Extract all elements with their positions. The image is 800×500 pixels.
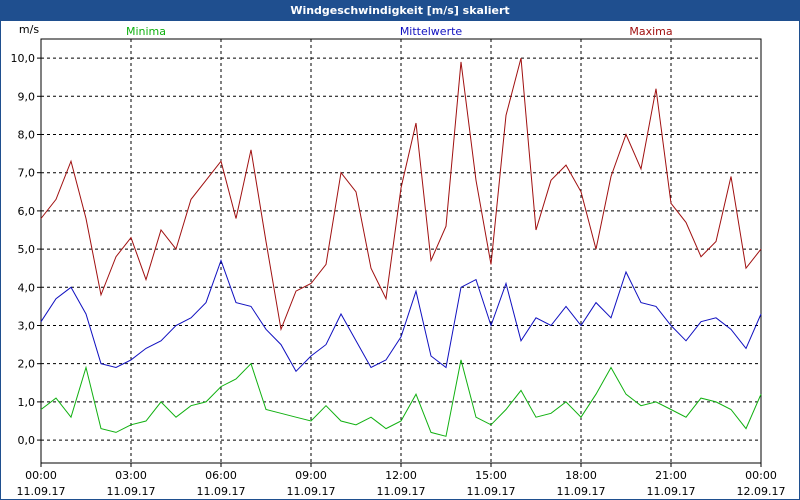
y-tick-label: 7,0: [18, 167, 36, 180]
window-title: Windgeschwindigkeit [m/s] skaliert: [1, 1, 799, 21]
series-line-minima: [40, 359, 762, 437]
x-tick-time-label: 15:00: [475, 469, 507, 482]
legend-entry-mittelwerte: Mittelwerte: [400, 25, 463, 38]
y-axis-label: m/s: [19, 23, 39, 36]
x-tick-date-label: 11.09.17: [17, 485, 66, 498]
x-tick-date-label: 11.09.17: [197, 485, 246, 498]
y-tick-label: 9,0: [18, 90, 36, 103]
x-tick-time-label: 12:00: [385, 469, 417, 482]
series-line-mittelwerte: [40, 259, 762, 373]
legend: Minima Mittelwerte Maxima: [126, 25, 673, 38]
series-lines: [40, 57, 762, 437]
x-tick-time-label: 06:00: [205, 469, 237, 482]
x-tick-date-label: 12.09.17: [737, 485, 786, 498]
legend-entry-minima: Minima: [126, 25, 166, 38]
x-axis: 00:00 11.09.17 03:00 11.09.17 06:00 11.09.17 0…: [17, 463, 786, 498]
x-tick-date-label: 11.09.17: [377, 485, 426, 498]
x-tick-time-label: 00:00: [745, 469, 777, 482]
y-tick-label: 10,0: [11, 52, 36, 65]
y-tick-label: 0,0: [18, 434, 36, 447]
wind-speed-chart: 0,0 1,0 2,0 3,0 4,0 5,0 6,0 7,0 8,0 9,0 10,0 00:00…: [11, 23, 786, 498]
y-tick-label: 4,0: [18, 281, 36, 294]
series-line-maxima: [40, 57, 762, 332]
y-tick-label: 1,0: [18, 396, 36, 409]
y-tick-label: 3,0: [18, 319, 36, 332]
x-tick-date-label: 11.09.17: [287, 485, 336, 498]
y-tick-label: 5,0: [18, 243, 36, 256]
x-tick-time-label: 09:00: [295, 469, 327, 482]
x-tick-time-label: 03:00: [115, 469, 147, 482]
y-axis: 0,0 1,0 2,0 3,0 4,0 5,0 6,0 7,0 8,0 9,0 10,0: [11, 52, 41, 447]
x-tick-date-label: 11.09.17: [647, 485, 696, 498]
x-tick-time-label: 21:00: [655, 469, 687, 482]
y-tick-label: 6,0: [18, 205, 36, 218]
y-tick-label: 8,0: [18, 128, 36, 141]
chart-grid: [41, 39, 761, 463]
x-tick-time-label: 18:00: [565, 469, 597, 482]
x-tick-date-label: 11.09.17: [107, 485, 156, 498]
x-tick-time-label: 00:00: [25, 469, 57, 482]
x-tick-date-label: 11.09.17: [467, 485, 516, 498]
x-tick-date-label: 11.09.17: [557, 485, 606, 498]
y-tick-label: 2,0: [18, 358, 36, 371]
legend-entry-maxima: Maxima: [629, 25, 672, 38]
